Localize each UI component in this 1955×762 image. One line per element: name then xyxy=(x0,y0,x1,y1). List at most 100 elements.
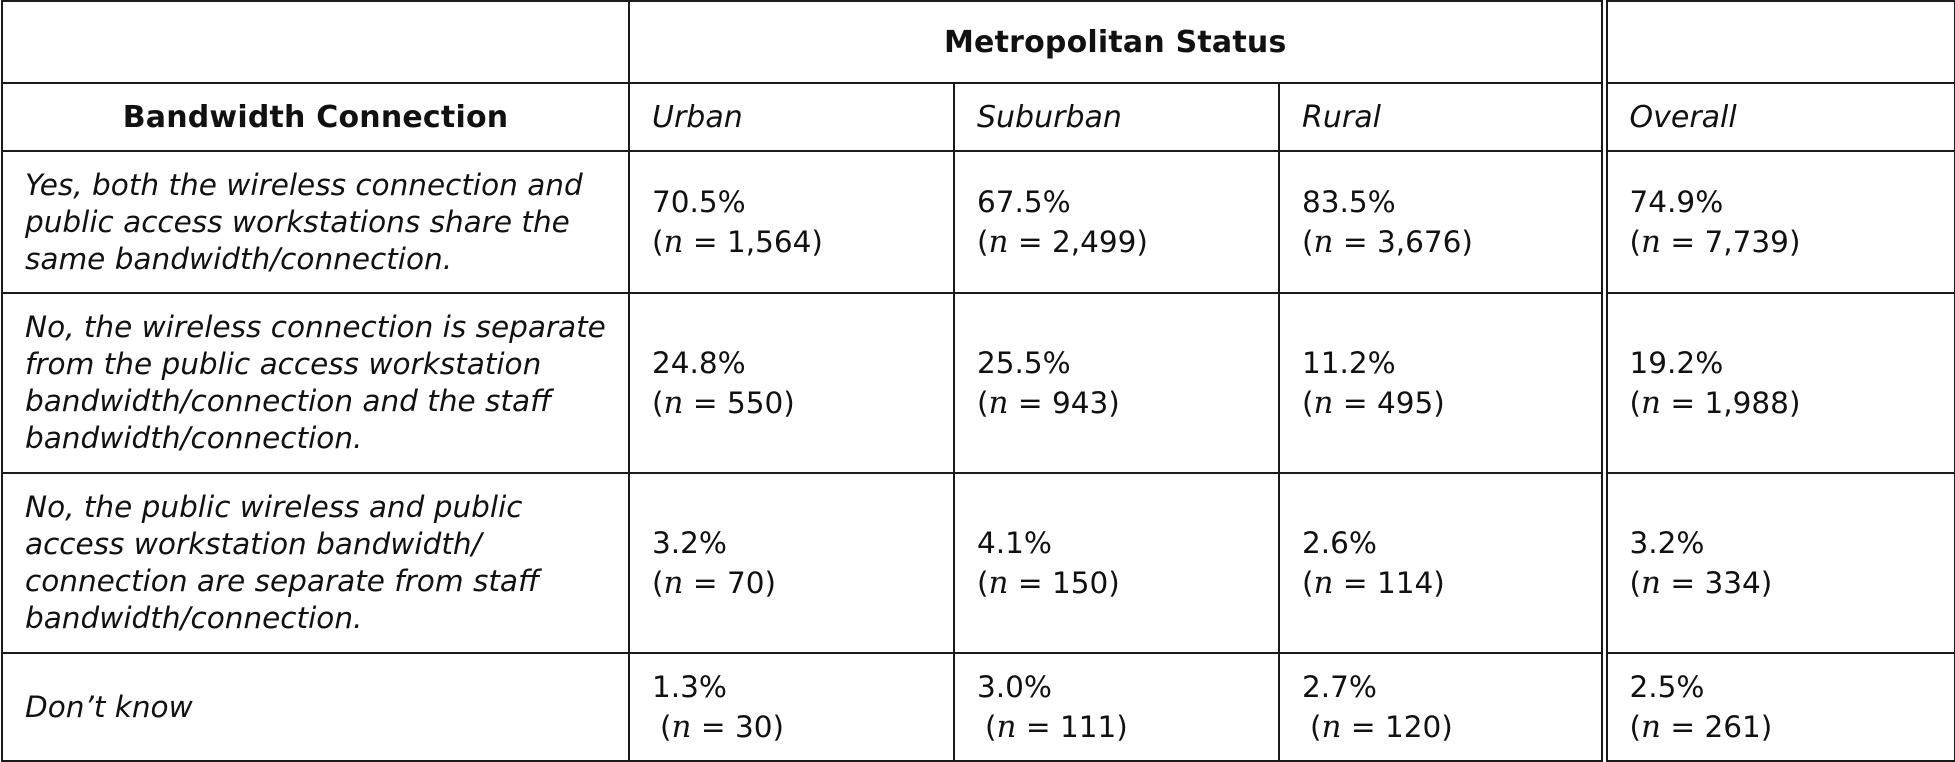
n-value: 120 xyxy=(1384,710,1442,744)
equals-sign: = xyxy=(1661,386,1705,420)
equals-sign: = xyxy=(1016,710,1060,744)
sample-size: (n = 334) xyxy=(1629,563,1954,603)
cell-urban: 24.8% (n = 550) xyxy=(628,292,955,474)
open-paren: ( xyxy=(652,566,664,600)
open-paren: ( xyxy=(985,710,997,744)
open-paren: ( xyxy=(1310,710,1322,744)
percent-value: 1.3% xyxy=(652,670,727,704)
sample-size: (n = 150) xyxy=(977,563,1277,603)
n-symbol: n xyxy=(1641,565,1661,601)
close-paren: ) xyxy=(811,225,823,259)
equals-sign: = xyxy=(1008,566,1052,600)
cell-urban: 1.3% (n = 30) xyxy=(628,652,955,762)
row-label: Yes, both the wireless connection and pu… xyxy=(1,150,630,294)
n-symbol: n xyxy=(663,385,684,421)
equals-sign: = xyxy=(1008,225,1052,259)
percent-value: 24.8% xyxy=(652,346,746,380)
equals-sign: = xyxy=(1333,225,1377,259)
sample-size: (n = 120) xyxy=(1302,707,1601,747)
row-label: No, the public wireless and public acces… xyxy=(1,472,630,654)
close-paren: ) xyxy=(1788,225,1801,259)
percent-value: 4.1% xyxy=(977,526,1052,560)
sample-size: (n = 943) xyxy=(977,383,1277,423)
cell-overall: 3.2% (n = 334) xyxy=(1600,472,1955,654)
cell-rural: 83.5% (n = 3,676) xyxy=(1277,150,1606,294)
open-paren: ( xyxy=(1629,566,1642,600)
close-paren: ) xyxy=(1108,566,1120,600)
close-paren: ) xyxy=(1788,386,1801,420)
n-symbol: n xyxy=(1321,709,1342,745)
equals-sign: = xyxy=(683,566,727,600)
percent-value: 2.7% xyxy=(1302,670,1377,704)
percent-value: 25.5% xyxy=(977,346,1071,380)
close-paren: ) xyxy=(1760,710,1773,744)
cell-suburban: 4.1% (n = 150) xyxy=(953,472,1280,654)
column-header-urban: Urban xyxy=(628,82,955,152)
equals-sign: = xyxy=(1661,225,1705,259)
close-paren: ) xyxy=(1461,225,1473,259)
n-value: 1,564 xyxy=(726,225,812,259)
sample-size: (n = 1,988) xyxy=(1629,383,1954,423)
n-symbol: n xyxy=(671,709,692,745)
equals-sign: = xyxy=(1661,710,1705,744)
row-label: No, the wireless connection is separate … xyxy=(1,292,630,474)
n-value: 3,676 xyxy=(1376,225,1462,259)
group-header-row: Metropolitan Status xyxy=(1,0,1955,84)
cell-rural: 2.7% (n = 120) xyxy=(1277,652,1606,762)
column-header-rural: Rural xyxy=(1277,82,1606,152)
equals-sign: = xyxy=(683,386,727,420)
column-header-suburban: Suburban xyxy=(953,82,1280,152)
close-paren: ) xyxy=(1441,710,1453,744)
sample-size: (n = 3,676) xyxy=(1302,222,1601,262)
equals-sign: = xyxy=(1333,386,1377,420)
open-paren: ( xyxy=(1629,386,1642,420)
n-value: 7,739 xyxy=(1704,225,1789,259)
table-row: No, the public wireless and public acces… xyxy=(1,472,1955,654)
n-value: 114 xyxy=(1376,566,1434,600)
open-paren: ( xyxy=(977,386,989,420)
empty-overall-group-cell xyxy=(1600,0,1955,84)
cell-suburban: 67.5% (n = 2,499) xyxy=(953,150,1280,294)
close-paren: ) xyxy=(1433,566,1445,600)
open-paren: ( xyxy=(977,566,989,600)
sample-size: (n = 111) xyxy=(977,707,1277,747)
equals-sign: = xyxy=(1661,566,1705,600)
percent-value: 70.5% xyxy=(652,185,746,219)
n-value: 495 xyxy=(1376,386,1434,420)
n-symbol: n xyxy=(1313,385,1334,421)
percent-value: 19.2% xyxy=(1629,346,1724,380)
n-value: 70 xyxy=(726,566,765,600)
n-symbol: n xyxy=(1641,385,1661,421)
close-paren: ) xyxy=(1108,386,1120,420)
percent-value: 2.6% xyxy=(1302,526,1377,560)
n-value: 111 xyxy=(1059,710,1117,744)
equals-sign: = xyxy=(1008,386,1052,420)
equals-sign: = xyxy=(1341,710,1385,744)
cell-urban: 70.5% (n = 1,564) xyxy=(628,150,955,294)
n-value: 261 xyxy=(1704,710,1761,744)
close-paren: ) xyxy=(772,710,785,744)
sample-size: (n = 114) xyxy=(1302,563,1601,603)
close-paren: ) xyxy=(1760,566,1773,600)
table-row: Don’t know 1.3% (n = 30) 3.0% (n = 111) 2.7%(… xyxy=(1,652,1955,762)
n-value: 1,988 xyxy=(1704,386,1789,420)
open-paren: ( xyxy=(652,225,664,259)
close-paren: ) xyxy=(1433,386,1445,420)
equals-sign: = xyxy=(1333,566,1377,600)
percent-value: 3.0% xyxy=(977,670,1052,704)
cell-rural: 2.6% (n = 114) xyxy=(1277,472,1606,654)
close-paren: ) xyxy=(764,566,777,600)
cell-overall: 74.9% (n = 7,739) xyxy=(1600,150,1955,294)
open-paren: ( xyxy=(1629,710,1642,744)
n-symbol: n xyxy=(663,224,684,260)
sample-size: (n = 495) xyxy=(1302,383,1601,423)
n-symbol: n xyxy=(988,565,1009,601)
cell-urban: 3.2% (n = 70) xyxy=(628,472,955,654)
cell-rural: 11.2% (n = 495) xyxy=(1277,292,1606,474)
row-label: Don’t know xyxy=(1,652,630,762)
percent-value: 11.2% xyxy=(1302,346,1396,380)
column-header-overall: Overall xyxy=(1600,82,1955,152)
open-paren: ( xyxy=(1302,225,1314,259)
open-paren: ( xyxy=(1302,386,1314,420)
